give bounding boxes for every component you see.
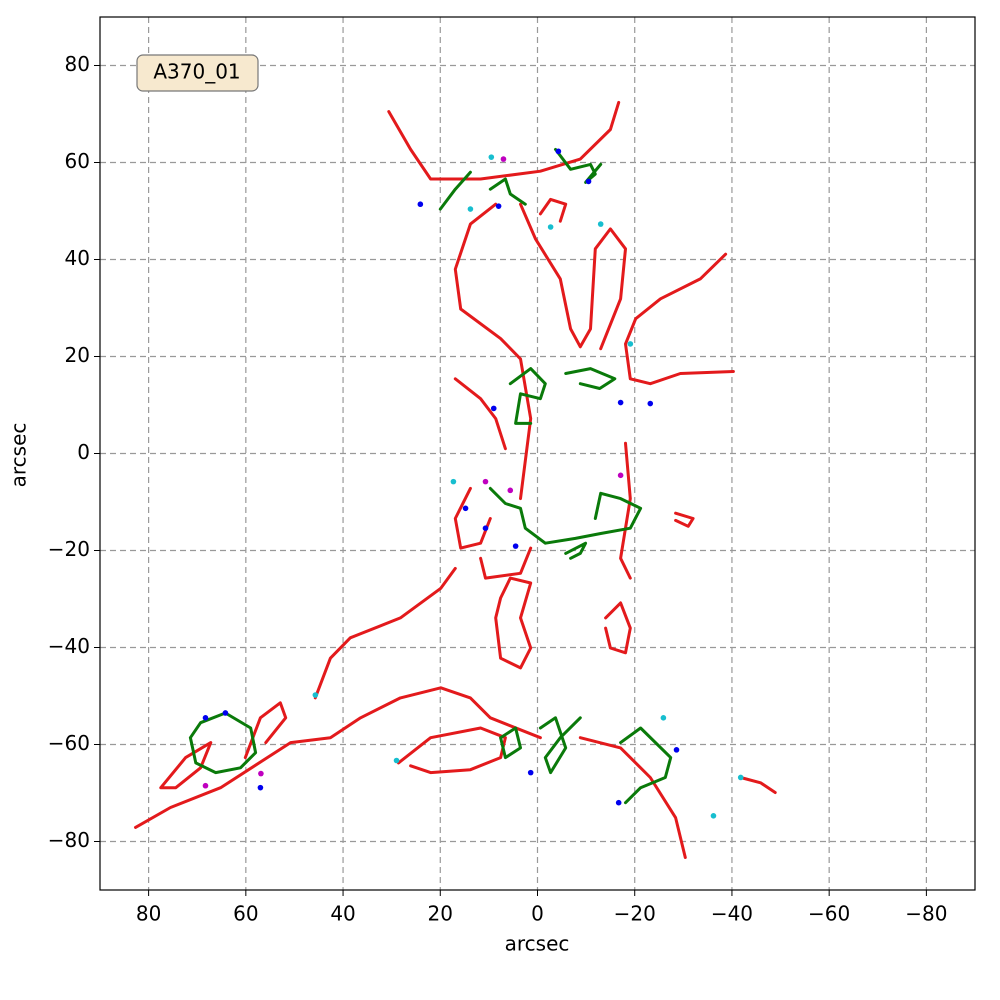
y-tick-label: −40 xyxy=(48,634,90,658)
point xyxy=(222,710,229,716)
point xyxy=(257,784,264,791)
x-tick-label: −20 xyxy=(614,902,656,926)
point xyxy=(647,400,654,407)
critical-curve xyxy=(564,541,588,560)
point xyxy=(527,769,534,776)
critical-curve xyxy=(313,566,457,700)
point xyxy=(555,148,562,155)
x-axis-label: arcsec xyxy=(505,932,570,956)
critical-curve xyxy=(488,486,643,545)
point xyxy=(507,487,514,494)
point xyxy=(467,206,474,212)
point xyxy=(710,812,717,819)
x-tick-label: −60 xyxy=(808,902,850,926)
point xyxy=(673,747,680,753)
point xyxy=(482,478,489,485)
x-tick-label: −40 xyxy=(711,902,753,926)
point xyxy=(258,770,264,777)
critical-curve xyxy=(739,776,777,794)
critical-curve xyxy=(624,252,735,386)
x-tick-label: −80 xyxy=(905,902,947,926)
y-tick-label: −60 xyxy=(48,731,90,755)
critical-curve xyxy=(488,177,527,206)
point xyxy=(512,543,519,549)
critical-curve xyxy=(397,726,507,775)
point xyxy=(547,224,554,230)
point xyxy=(450,478,457,485)
point xyxy=(482,525,489,531)
critical-curve xyxy=(188,711,258,775)
annotation: A370_01 xyxy=(153,60,240,84)
critical-curve xyxy=(538,197,568,223)
x-tick-label: 0 xyxy=(531,902,544,926)
point xyxy=(488,154,495,160)
point xyxy=(202,715,209,721)
critical-curve xyxy=(453,202,533,501)
critical-curve xyxy=(453,486,492,550)
y-axis-label: arcsec xyxy=(7,423,31,488)
point xyxy=(417,201,424,208)
point xyxy=(617,472,624,479)
point xyxy=(462,505,469,512)
y-tick-label: 80 xyxy=(65,52,90,76)
point xyxy=(627,341,634,347)
y-tick-label: 40 xyxy=(65,246,90,270)
x-tick-label: 80 xyxy=(136,902,161,926)
point xyxy=(495,203,502,209)
point xyxy=(500,156,507,162)
x-tick-label: 20 xyxy=(428,902,453,926)
critical-curve xyxy=(479,546,533,580)
critical-curve xyxy=(508,367,547,425)
critical-curve xyxy=(674,511,695,528)
y-tick-label: 20 xyxy=(65,343,90,367)
point xyxy=(490,405,497,412)
point xyxy=(617,399,624,406)
critical-curve xyxy=(564,367,617,390)
point xyxy=(737,774,744,781)
y-tick-label: −80 xyxy=(48,828,90,852)
point xyxy=(660,715,667,721)
point xyxy=(585,178,592,185)
critical-curve xyxy=(243,701,288,760)
y-tick-label: −20 xyxy=(48,537,90,561)
y-tick-label: 60 xyxy=(65,149,90,173)
x-tick-label: 60 xyxy=(233,902,258,926)
critical-curve xyxy=(387,100,621,181)
critical-curve xyxy=(519,202,627,351)
critical-curve xyxy=(134,686,542,829)
critical-curve xyxy=(438,170,472,211)
annotation-box xyxy=(136,54,259,92)
y-tick-label: 0 xyxy=(77,440,90,464)
critical-curve xyxy=(159,741,213,790)
point xyxy=(393,757,400,764)
critical-curve xyxy=(499,726,522,760)
critical-curve xyxy=(578,736,687,859)
critical-curve xyxy=(494,576,533,670)
critical-curve xyxy=(619,726,673,805)
critical-curve xyxy=(604,601,632,655)
point xyxy=(202,782,209,789)
x-tick-label: 40 xyxy=(330,902,355,926)
critical-curve xyxy=(619,441,632,580)
point xyxy=(615,799,622,806)
critical-curve xyxy=(538,716,582,775)
point xyxy=(597,221,604,227)
critical-curve xyxy=(453,377,507,451)
point xyxy=(312,692,319,698)
